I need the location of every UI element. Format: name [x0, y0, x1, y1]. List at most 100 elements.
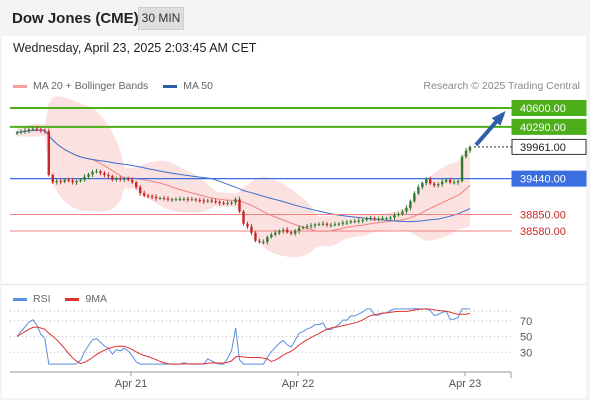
candle-body	[19, 131, 23, 133]
candle-body	[27, 129, 31, 131]
level-label-0: 40600.00	[520, 103, 566, 115]
candle-body	[274, 232, 277, 235]
bollinger-label: MA 20 + Bollinger Bands	[33, 80, 149, 92]
candle-body	[266, 237, 269, 242]
candle-body	[214, 201, 217, 203]
candle-body	[138, 187, 142, 194]
candle-body	[401, 211, 404, 214]
candle-body	[429, 179, 432, 184]
candle-body	[361, 220, 364, 222]
candle-body	[301, 227, 305, 229]
candle-body	[230, 202, 233, 204]
level-label-3: 39440.00	[520, 174, 566, 186]
level-tag-3	[511, 170, 587, 187]
candle-body	[337, 223, 341, 225]
candle-body	[293, 231, 297, 234]
candle-body	[111, 176, 114, 180]
candle-body	[182, 198, 186, 200]
candle-body	[317, 224, 321, 226]
x-tick-label-1: Apr 22	[282, 378, 314, 390]
candle-body	[15, 132, 19, 134]
x-tick-label-2: Apr 23	[449, 378, 481, 390]
candle-body	[353, 221, 356, 223]
timeframe-button[interactable]: 30 MIN	[138, 7, 184, 30]
candle-body	[135, 182, 138, 188]
candle-body	[206, 200, 209, 202]
panel-divider	[2, 284, 586, 285]
rsi-legend: RSI 9MA	[13, 293, 107, 305]
candle-body	[127, 178, 130, 180]
candle-body	[282, 229, 285, 231]
rsi-swatch	[13, 297, 27, 301]
candle-body	[238, 199, 241, 212]
candle-body	[59, 181, 62, 183]
candle-body	[87, 174, 90, 177]
ma50-line	[16, 129, 471, 223]
candle-body	[119, 178, 122, 180]
candle-body	[468, 146, 472, 151]
candle-body	[166, 198, 170, 200]
candle-body	[305, 226, 309, 228]
candle-body	[357, 220, 360, 222]
candle-body	[39, 129, 43, 131]
candle-body	[254, 232, 257, 241]
candle-body	[226, 202, 229, 204]
candle-body	[190, 199, 194, 201]
candle-body	[178, 199, 182, 201]
level-label-2: 39961.00	[520, 142, 566, 154]
candle-body	[115, 178, 118, 180]
candle-body	[23, 130, 27, 132]
candle-body	[154, 196, 158, 199]
candle-body	[385, 218, 388, 220]
candle-body	[413, 193, 416, 202]
candle-body	[103, 173, 106, 175]
candle-body	[91, 171, 94, 175]
candle-body	[158, 198, 162, 200]
main-legend: MA 20 + Bollinger Bands MA 50	[13, 80, 213, 92]
candle-body	[397, 213, 400, 216]
candle-body	[341, 222, 345, 224]
candle-body	[43, 130, 47, 132]
candle-body	[162, 198, 166, 200]
level-tag-0	[511, 100, 587, 116]
candle-body	[47, 131, 50, 175]
candle-body	[369, 218, 372, 220]
rsi-tick-1: 50	[520, 332, 532, 344]
candle-body	[131, 179, 134, 183]
candle-body	[174, 199, 178, 201]
forecast-arrow-head	[491, 110, 506, 126]
level-tag-1	[511, 118, 587, 135]
candle-body	[31, 128, 35, 130]
candle-body	[170, 199, 174, 201]
candle-body	[234, 199, 237, 203]
candle-body	[460, 156, 464, 182]
candle-body	[444, 179, 448, 182]
candle-body	[333, 224, 337, 226]
candle-body	[202, 200, 205, 202]
level-label-5: 38580.00	[520, 226, 566, 238]
rsi-ma-label: 9MA	[85, 293, 108, 305]
ma50-swatch	[163, 84, 178, 88]
candle-body	[433, 183, 436, 186]
candle-body	[421, 182, 424, 188]
candle-body	[289, 232, 293, 234]
candle-body	[409, 201, 412, 208]
candle-body	[425, 179, 428, 183]
level-label-1: 40290.00	[520, 122, 566, 134]
candle-body	[309, 225, 313, 227]
candle-body	[67, 179, 70, 181]
candle-body	[99, 171, 102, 174]
candle-body	[242, 211, 245, 224]
candle-body	[440, 181, 444, 185]
candle-body	[262, 241, 265, 243]
candle-body	[393, 215, 396, 218]
candle-body	[194, 199, 198, 201]
candle-body	[345, 222, 349, 224]
level-tag-2	[511, 138, 587, 155]
candle-body	[365, 218, 368, 221]
candle-body	[83, 176, 86, 180]
candle-body	[63, 179, 66, 182]
copyright: Research © 2025 Trading Central	[423, 80, 580, 92]
candle-body	[186, 198, 190, 200]
candle-body	[377, 218, 380, 220]
